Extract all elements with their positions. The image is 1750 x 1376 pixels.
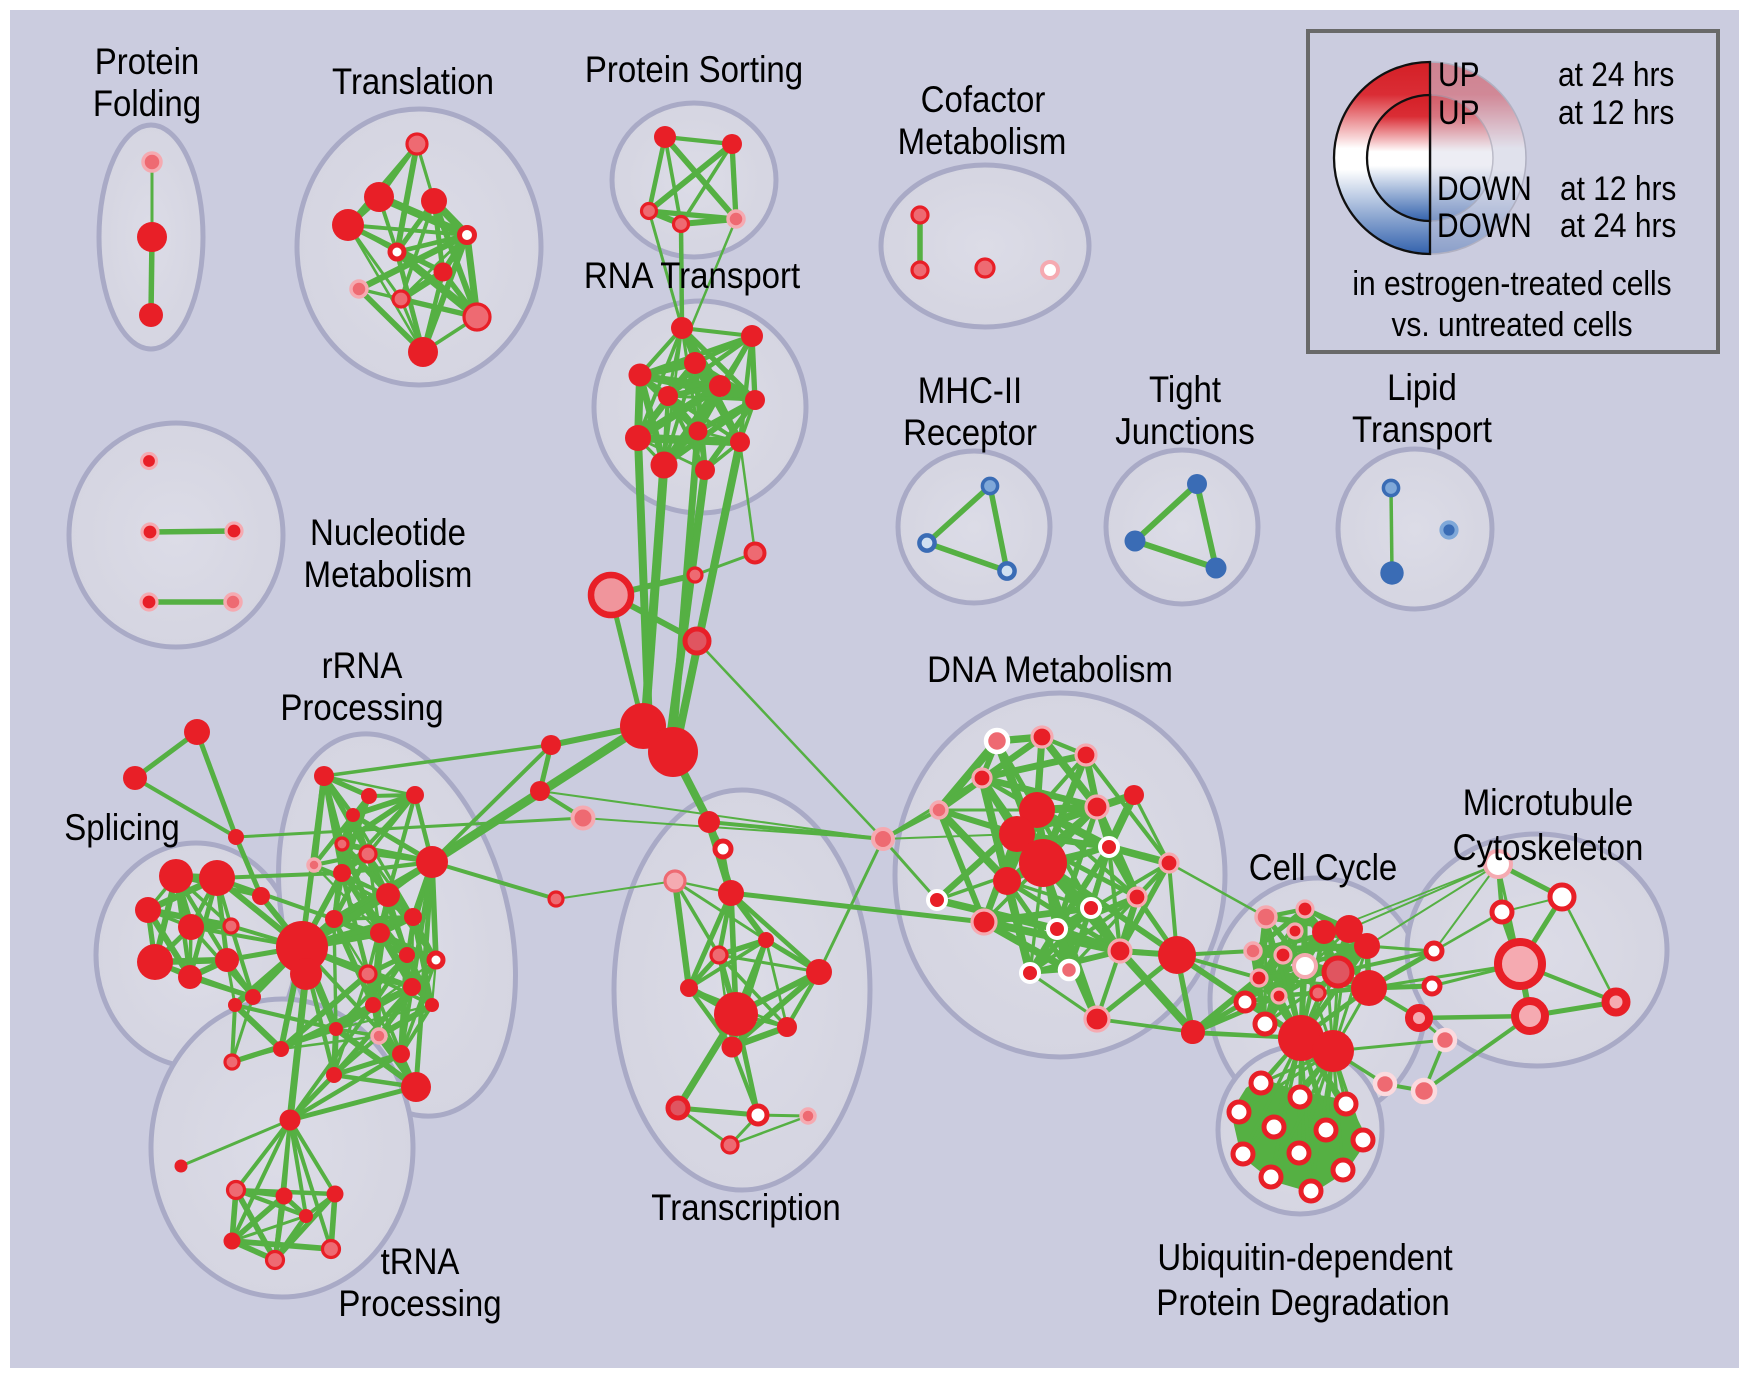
- svg-text:Processing: Processing: [280, 687, 443, 728]
- svg-text:Microtubule: Microtubule: [1463, 782, 1634, 823]
- svg-text:UP: UP: [1438, 93, 1480, 131]
- svg-text:Protein Degradation: Protein Degradation: [1156, 1282, 1449, 1323]
- svg-text:Lipid: Lipid: [1387, 367, 1457, 408]
- svg-text:UP: UP: [1438, 55, 1480, 93]
- svg-text:Cofactor: Cofactor: [921, 79, 1046, 120]
- svg-text:Translation: Translation: [332, 61, 494, 102]
- svg-text:Transport: Transport: [1352, 409, 1492, 450]
- svg-text:Metabolism: Metabolism: [898, 121, 1067, 162]
- svg-text:Ubiquitin-dependent: Ubiquitin-dependent: [1157, 1237, 1452, 1278]
- svg-text:Junctions: Junctions: [1115, 411, 1254, 452]
- svg-text:Protein Sorting: Protein Sorting: [585, 49, 803, 90]
- svg-text:DOWN: DOWN: [1437, 169, 1532, 207]
- svg-text:at 24 hrs: at 24 hrs: [1560, 206, 1676, 244]
- svg-text:at 24 hrs: at 24 hrs: [1558, 55, 1674, 93]
- svg-text:tRNA: tRNA: [381, 1241, 460, 1282]
- svg-text:Processing: Processing: [338, 1283, 501, 1324]
- svg-text:Nucleotide: Nucleotide: [310, 512, 466, 553]
- svg-text:Folding: Folding: [93, 83, 201, 124]
- svg-text:at 12 hrs: at 12 hrs: [1560, 169, 1676, 207]
- svg-text:Splicing: Splicing: [64, 807, 180, 848]
- svg-text:Transcription: Transcription: [651, 1187, 840, 1228]
- svg-text:DNA Metabolism: DNA Metabolism: [927, 649, 1173, 690]
- svg-text:Metabolism: Metabolism: [304, 554, 473, 595]
- svg-text:Receptor: Receptor: [903, 412, 1037, 453]
- svg-text:Cytoskeleton: Cytoskeleton: [1453, 827, 1644, 868]
- svg-text:RNA Transport: RNA Transport: [584, 255, 801, 296]
- svg-text:vs. untreated cells: vs. untreated cells: [1391, 305, 1632, 343]
- svg-text:Cell Cycle: Cell Cycle: [1249, 847, 1398, 888]
- svg-text:rRNA: rRNA: [322, 645, 403, 686]
- svg-text:MHC-II: MHC-II: [918, 370, 1022, 411]
- svg-text:Tight: Tight: [1149, 369, 1221, 410]
- svg-text:DOWN: DOWN: [1437, 206, 1532, 244]
- svg-text:at 12 hrs: at 12 hrs: [1558, 93, 1674, 131]
- svg-text:in estrogen-treated cells: in estrogen-treated cells: [1352, 264, 1671, 302]
- svg-text:Protein: Protein: [95, 41, 200, 82]
